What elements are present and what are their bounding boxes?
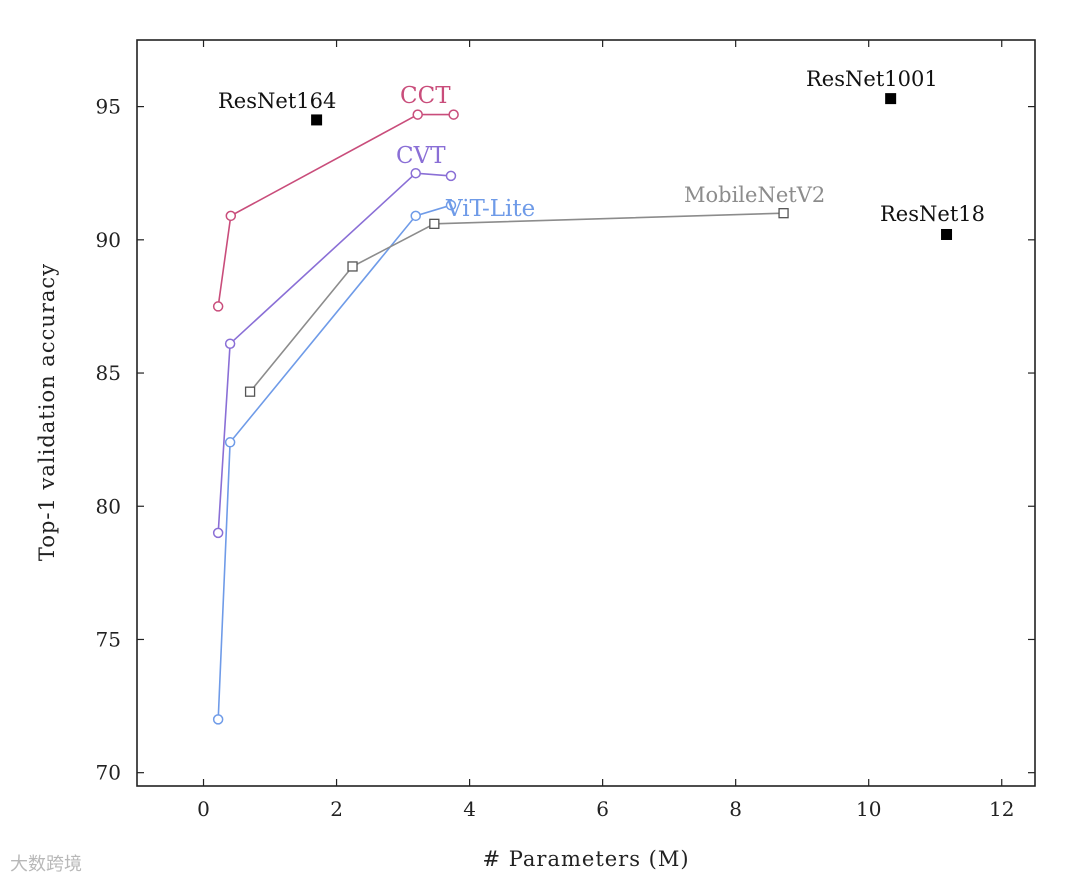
data-point-mobilenetv2 [778, 208, 789, 219]
y-tick-label: 85 [96, 361, 121, 385]
data-point-vit-lite [212, 714, 224, 725]
data-point-mobilenetv2 [244, 386, 256, 397]
series-label-vit-lite: ViT-Lite [445, 196, 535, 222]
standalone-points [311, 93, 953, 240]
point-label-resnet1001: ResNet1001 [806, 67, 938, 91]
data-point-cvt [410, 167, 421, 179]
y-tick-label: 80 [96, 494, 121, 518]
data-point-mobilenetv2 [429, 218, 440, 229]
x-tick-label: 4 [463, 797, 476, 821]
plot-frame [136, 39, 1036, 787]
axis-ticks [137, 40, 1035, 786]
series-line-mobilenetv2 [249, 212, 784, 393]
y-tick-label: 95 [96, 95, 121, 119]
point-label-resnet18: ResNet18 [880, 202, 985, 226]
x-tick-label: 8 [729, 797, 742, 821]
data-point-cct [448, 109, 459, 120]
watermark: 大数跨境 [10, 854, 82, 875]
data-point-cvt [212, 527, 224, 539]
x-tick-label: 6 [596, 797, 609, 821]
y-tick-label: 75 [96, 627, 121, 651]
series-line-vit-lite [217, 204, 452, 720]
data-point-vit-lite [224, 437, 236, 448]
y-tick-label: 90 [96, 228, 121, 252]
data-point-mobilenetv2 [347, 261, 358, 272]
data-point-resnet18 [941, 228, 953, 240]
data-point-resnet164 [311, 114, 323, 126]
series-label-mobilenetv2: MobileNetV2 [684, 183, 825, 207]
data-point-vit-lite [445, 199, 457, 211]
series-line-cct [217, 113, 454, 307]
x-tick-label: 2 [330, 797, 343, 821]
data-point-resnet1001 [885, 93, 897, 105]
series-label-cct: CCT [400, 83, 451, 109]
data-point-cvt [445, 170, 457, 182]
x-tick-label: 0 [197, 797, 210, 821]
data-point-vit-lite [410, 210, 421, 222]
series-line-cvt [217, 172, 452, 533]
data-point-cct [225, 210, 237, 222]
y-axis-title: Top-1 validation accuracy [35, 263, 59, 561]
series-layer [212, 109, 789, 725]
y-tick-label: 70 [96, 761, 121, 785]
point-label-resnet164: ResNet164 [218, 89, 336, 113]
data-point-cct [212, 301, 224, 312]
data-point-cct [412, 109, 423, 120]
tick-labels: 0 2 4 6 8 10 12 70 75 80 85 90 95 [96, 95, 1015, 821]
data-point-cvt [224, 338, 236, 349]
x-tick-label: 10 [856, 797, 881, 821]
series-label-cvt: CVT [396, 143, 446, 169]
x-tick-label: 12 [989, 797, 1014, 821]
x-axis-title: # Parameters (M) [482, 847, 689, 871]
